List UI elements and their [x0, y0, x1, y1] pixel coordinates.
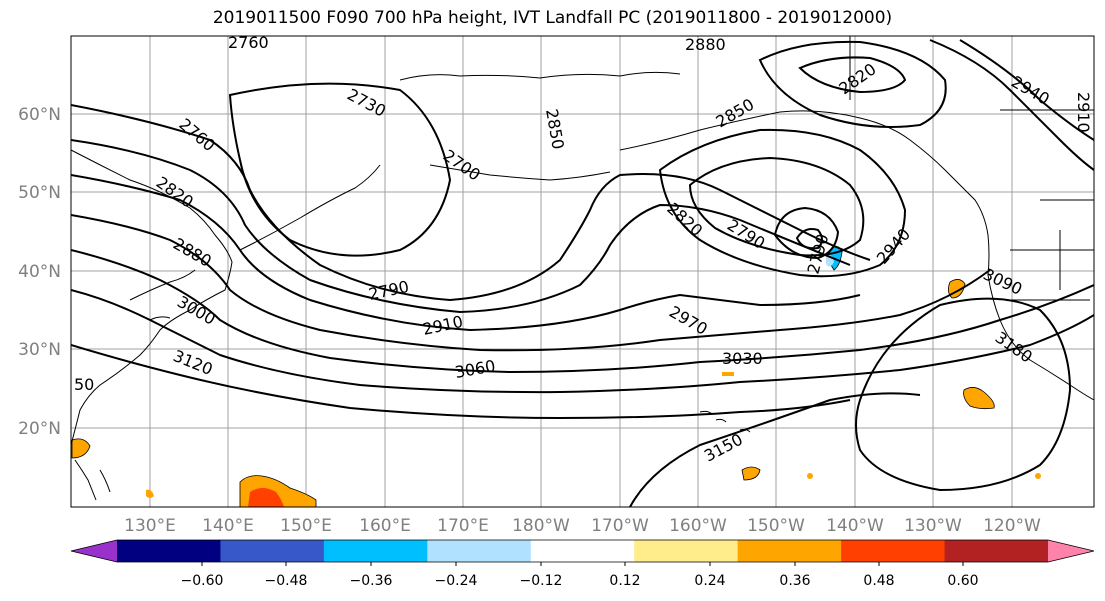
colorbar-tick-label: 0.60 [947, 573, 978, 589]
contour-low-north-inner [798, 56, 907, 94]
colorbar-tick-label: 0.48 [863, 573, 894, 589]
contour-south-3150 [629, 392, 921, 507]
colorbar [70, 539, 1095, 563]
lat-label: 40°N [18, 262, 61, 282]
coast-alaska-north [399, 71, 681, 81]
contour-low-gulf-core [773, 206, 840, 260]
ivt-blob-hawaii-west-core [248, 488, 284, 507]
contour-ridge-1 [71, 104, 871, 302]
colorbar-bin [530, 540, 635, 562]
colorbar-tick-label: −0.36 [350, 573, 393, 589]
coast-japan [129, 269, 196, 321]
philippines [74, 459, 111, 501]
colorbar-extend-min [71, 540, 117, 562]
colorbar-tick-label: 0.12 [609, 573, 640, 589]
coast-alaska-south [619, 110, 1094, 401]
contour-label: 3030 [722, 349, 763, 368]
colorbar-tick-label: −0.24 [435, 573, 478, 589]
colorbar-bin [737, 540, 842, 562]
colorbar-bin [117, 540, 221, 562]
colorbar-outline [70, 539, 1095, 563]
ivt-blob-east-pacific [963, 387, 995, 410]
height-contours [71, 39, 1094, 507]
contour-low-north [758, 40, 947, 129]
contour-ridge-4 [71, 214, 991, 352]
lon-label: 140°W [826, 516, 884, 536]
contour-label: 2910 [1074, 92, 1093, 133]
lon-label: 130°E [124, 516, 176, 536]
colorbar-bin [220, 540, 325, 562]
contour-low-gulf-inner [688, 156, 865, 257]
colorbar-tick-label: −0.12 [520, 573, 563, 589]
canada-border [849, 36, 1094, 201]
colorbar-tick-label: −0.48 [265, 573, 308, 589]
contour-low-aleutian [228, 82, 452, 257]
map-frame [70, 35, 1095, 508]
colorbar-bin [841, 540, 946, 562]
lon-label: 150°E [280, 516, 332, 536]
ivt-blob-left-edge [71, 438, 91, 459]
latitude-labels: 60°N 50°N 40°N 30°N 20°N [18, 105, 61, 439]
contour-ridge-5 [71, 249, 1094, 374]
colorbar-bin [427, 540, 532, 562]
lon-label: 160°E [359, 516, 411, 536]
ivt-blob-bottom-left [146, 489, 154, 498]
colorbar-bin [944, 540, 1049, 562]
lon-label: 170°W [591, 516, 649, 536]
state-lines [1010, 230, 1094, 301]
contour-ridge-6 [71, 289, 1094, 394]
longitude-labels: 130°E 140°E 150°E 160°E 170°E 180°W 170°W 160°W… [124, 516, 1041, 536]
lon-label: 160°W [669, 516, 727, 536]
map-title: 2019011500 F090 700 hPa height, IVT Land… [212, 8, 893, 28]
colorbar-bin [634, 540, 739, 562]
aleutian-islands [429, 164, 611, 181]
lon-label: 130°W [904, 516, 962, 536]
colorbar-bin [323, 540, 428, 562]
ivt-blob-mid-pacific [722, 372, 734, 376]
lon-label: 170°E [437, 516, 489, 536]
colorbar-tick-label: 0.36 [779, 573, 810, 589]
contour-subtropical-high [855, 297, 1072, 492]
lat-label: 30°N [18, 340, 61, 360]
colorbar-extend-max [1048, 540, 1094, 562]
colorbar-tick-label: 0.24 [694, 573, 725, 589]
contour-low-gulf-outer [658, 128, 907, 278]
lat-label: 50°N [18, 183, 61, 203]
lat-label: 20°N [18, 419, 61, 439]
lon-label: 150°W [747, 516, 805, 536]
coast-kamchatka [239, 164, 381, 251]
contour-low-gulf-eye [795, 228, 823, 250]
contour-ridge-2 [71, 139, 851, 314]
contour-east-2 [959, 39, 1094, 141]
lon-label: 140°E [202, 516, 254, 536]
lon-label: 120°W [983, 516, 1041, 536]
contour-ridge-7 [71, 344, 851, 420]
ivt-dot-2 [1035, 473, 1041, 479]
contour-east-1 [929, 39, 1094, 171]
ivt-blob-south-central [741, 466, 761, 481]
contour-label: 50 [74, 375, 94, 394]
contour-ridge-3 [71, 174, 861, 332]
contour-label: 2760 [228, 33, 269, 52]
lat-label: 60°N [18, 105, 61, 125]
colorbar-tick-label: −0.60 [181, 573, 224, 589]
contour-label: 2880 [685, 35, 726, 54]
colorbar-tick-labels: −0.60 −0.48 −0.36 −0.24 −0.12 0.12 0.24 0.36 0.4… [181, 562, 979, 589]
ivt-dot-1 [807, 473, 813, 479]
lon-label: 180°W [512, 516, 570, 536]
